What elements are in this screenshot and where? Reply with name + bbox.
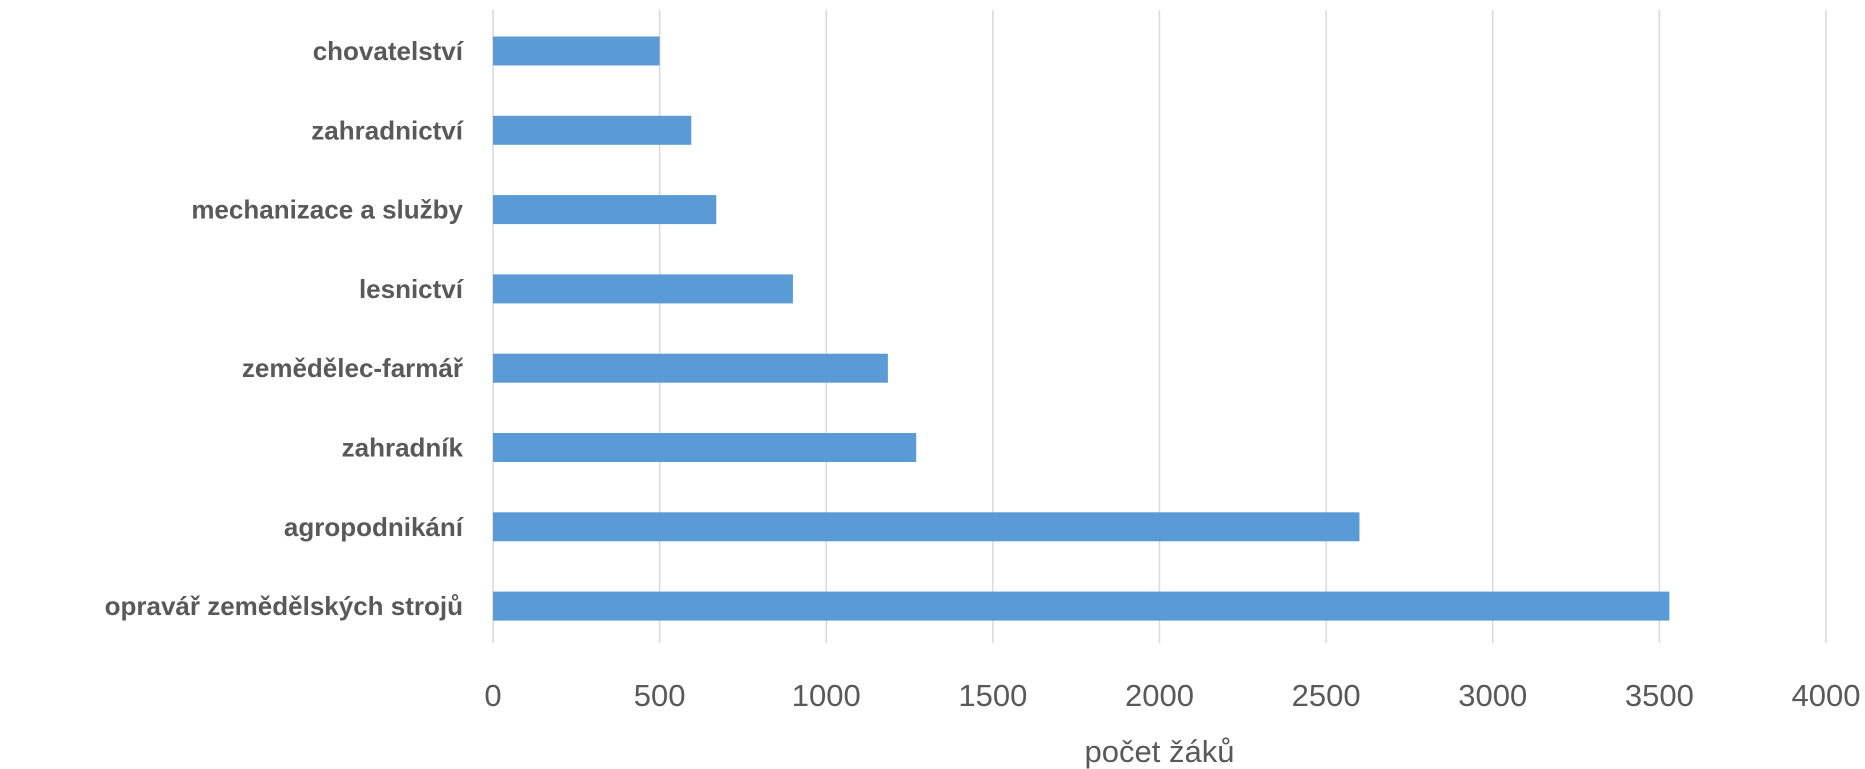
bar	[493, 433, 917, 462]
bar	[493, 512, 1360, 542]
x-tick-label: 1000	[792, 678, 861, 713]
bar	[493, 195, 717, 225]
category-label: lesnictví	[359, 274, 464, 304]
x-tick-label: 3500	[1625, 678, 1694, 713]
bar	[493, 353, 888, 383]
bar	[493, 115, 692, 145]
bars	[493, 36, 1670, 621]
x-tick-labels: 0 500 1000 1500 2000 2500 3000 3500 4000	[484, 678, 1860, 713]
category-label: chovatelství	[313, 36, 464, 66]
gridlines	[492, 10, 1827, 643]
x-tick-label: 2000	[1125, 678, 1194, 713]
bar	[493, 591, 1670, 621]
x-tick-label: 0	[484, 678, 501, 713]
x-tick-label: 2500	[1292, 678, 1361, 713]
x-axis-title: počet žáků	[1085, 734, 1235, 769]
category-label: zemědělec-farmář	[242, 353, 464, 383]
category-label: opravář zemědělských strojů	[105, 591, 463, 621]
bar	[493, 274, 793, 304]
x-tick-label: 500	[634, 678, 686, 713]
category-labels: chovatelství zahradnictví mechanizace a sl…	[105, 36, 464, 621]
category-label: zahradnictví	[311, 115, 463, 145]
category-label: zahradník	[342, 433, 464, 463]
category-label: mechanizace a služby	[191, 195, 463, 225]
x-tick-label: 3000	[1458, 678, 1527, 713]
bar	[493, 36, 660, 66]
x-tick-label: 4000	[1792, 678, 1861, 713]
category-label: agropodnikání	[284, 512, 464, 542]
x-tick-label: 1500	[958, 678, 1027, 713]
